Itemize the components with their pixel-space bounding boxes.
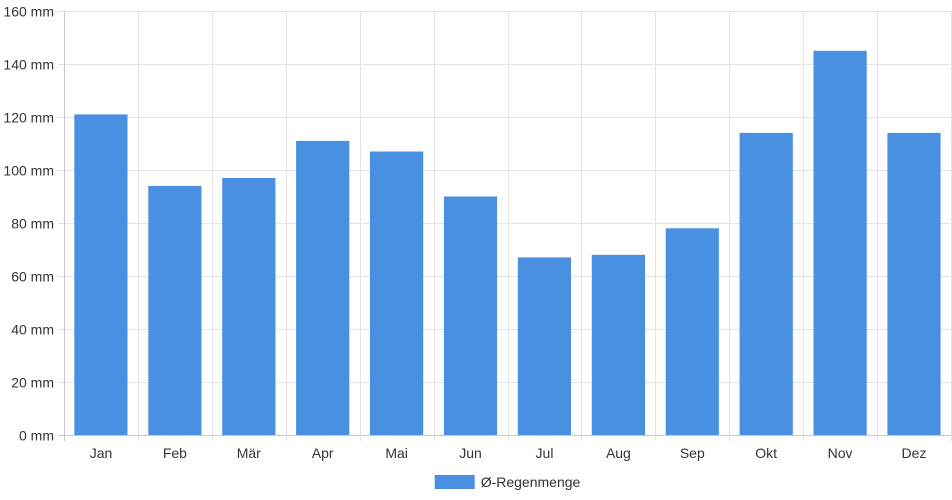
y-tick-label: 100 mm — [3, 163, 54, 179]
bar-nov[interactable] — [813, 50, 867, 436]
bar-jul[interactable] — [517, 257, 571, 435]
x-tick-label: Aug — [606, 445, 631, 461]
y-tick-label: 80 mm — [11, 216, 54, 232]
legend-swatch[interactable] — [434, 475, 475, 489]
x-tick-label: Jul — [536, 445, 554, 461]
axis-layer: 0 mm 20 mm 40 mm 60 mm 80 mm 100 mm 120 mm 140 … — [3, 4, 926, 462]
bar-jan[interactable] — [74, 114, 128, 436]
x-tick-label: Mai — [385, 445, 408, 461]
bar-mär[interactable] — [222, 178, 276, 435]
x-tick-label: Jan — [90, 445, 113, 461]
y-tick-label: 160 mm — [3, 4, 54, 20]
x-tick-label: Apr — [312, 445, 334, 461]
bar-jun[interactable] — [443, 196, 498, 436]
y-tick-label: 120 mm — [3, 110, 54, 126]
bar-feb[interactable] — [148, 185, 202, 435]
bar-aug[interactable] — [591, 254, 645, 435]
x-tick-label: Feb — [163, 445, 187, 461]
x-tick-label: Nov — [828, 445, 853, 461]
y-tick-label: 140 mm — [3, 57, 54, 73]
y-tick-label: 20 mm — [11, 375, 54, 391]
x-tick-label: Okt — [755, 445, 777, 461]
y-tick-label: 0 mm — [19, 428, 54, 444]
bar-sep[interactable] — [665, 228, 719, 435]
legend[interactable]: Ø-Regenmenge — [434, 474, 581, 490]
legend-label[interactable]: Ø-Regenmenge — [481, 474, 581, 490]
bar-mai[interactable] — [370, 151, 424, 436]
bar-dez[interactable] — [887, 132, 941, 435]
x-tick-label: Jun — [459, 445, 482, 461]
x-tick-label: Mär — [237, 445, 261, 461]
x-tick-label: Dez — [902, 445, 927, 461]
bar-okt[interactable] — [739, 132, 793, 435]
bar-apr[interactable] — [296, 140, 350, 435]
y-tick-label: 60 mm — [11, 269, 54, 285]
y-tick-label: 40 mm — [11, 322, 54, 338]
bar-layer — [74, 50, 941, 436]
x-tick-label: Sep — [680, 445, 705, 461]
